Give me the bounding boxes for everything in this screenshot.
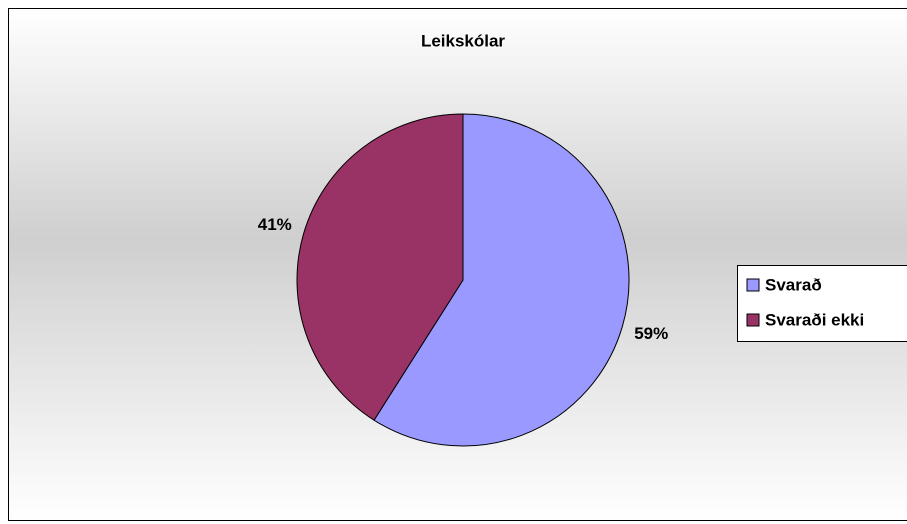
data-label: 41%: [258, 215, 292, 234]
legend-swatch: [746, 313, 760, 327]
pie-slice: [373, 113, 630, 447]
chart-title: Leikskólar: [421, 31, 505, 50]
legend-label: Svarað: [765, 275, 822, 294]
pie-slice: [296, 113, 464, 421]
legend-swatch: [746, 278, 760, 292]
data-label: 59%: [634, 324, 668, 343]
legend-label: Svaraði ekki: [765, 310, 864, 329]
legend-box: [737, 265, 907, 342]
